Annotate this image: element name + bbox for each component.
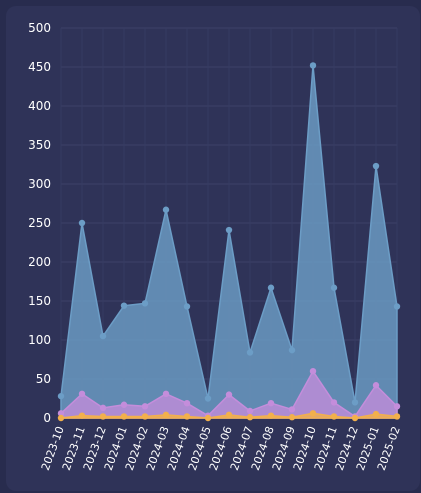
- y-tick-label: 350: [28, 138, 51, 152]
- data-point[interactable]: [246, 407, 254, 415]
- data-point[interactable]: [393, 413, 401, 420]
- data-point[interactable]: [99, 332, 107, 340]
- data-point[interactable]: [120, 413, 128, 420]
- data-point[interactable]: [246, 414, 254, 421]
- data-point[interactable]: [393, 403, 401, 410]
- data-point[interactable]: [246, 349, 254, 356]
- data-point[interactable]: [309, 410, 317, 417]
- data-point[interactable]: [393, 303, 401, 310]
- y-tick-label: 450: [28, 60, 51, 74]
- data-point[interactable]: [99, 413, 107, 420]
- data-point[interactable]: [309, 368, 317, 375]
- data-point[interactable]: [225, 226, 233, 234]
- data-point[interactable]: [141, 413, 149, 420]
- data-point[interactable]: [372, 162, 380, 170]
- y-tick-label: 250: [28, 216, 51, 230]
- data-point[interactable]: [351, 414, 359, 422]
- series-area-0: [60, 65, 398, 419]
- data-point[interactable]: [288, 346, 296, 354]
- data-point[interactable]: [162, 390, 170, 398]
- y-tick-label: 0: [43, 411, 51, 425]
- data-point[interactable]: [57, 410, 65, 417]
- data-point[interactable]: [267, 412, 275, 419]
- data-point[interactable]: [204, 414, 212, 422]
- data-point[interactable]: [162, 411, 170, 419]
- data-point[interactable]: [120, 302, 128, 309]
- data-point[interactable]: [183, 413, 191, 420]
- series-points: [57, 62, 401, 422]
- data-point[interactable]: [78, 412, 86, 419]
- x-axis-ticks: 2023-102023-112023-122024-012024-022024-…: [39, 425, 403, 473]
- data-point[interactable]: [288, 406, 296, 413]
- data-point[interactable]: [78, 219, 86, 227]
- y-tick-label: 200: [28, 255, 51, 269]
- data-point[interactable]: [309, 62, 317, 69]
- y-tick-label: 50: [36, 372, 51, 386]
- data-point[interactable]: [351, 399, 359, 406]
- data-point[interactable]: [141, 300, 149, 307]
- data-point[interactable]: [267, 284, 275, 291]
- y-tick-label: 500: [28, 21, 51, 35]
- data-point[interactable]: [372, 382, 380, 389]
- data-point[interactable]: [183, 303, 191, 310]
- y-tick-label: 100: [28, 333, 51, 347]
- data-point[interactable]: [78, 390, 86, 398]
- data-point[interactable]: [225, 391, 233, 398]
- data-point[interactable]: [141, 403, 149, 410]
- y-tick-label: 300: [28, 177, 51, 191]
- y-axis-ticks: 0 50 100 150 200 250 300 350 400 450 500: [28, 21, 51, 425]
- data-point[interactable]: [57, 414, 65, 422]
- data-point[interactable]: [372, 410, 380, 418]
- y-tick-label: 400: [28, 99, 51, 113]
- data-point[interactable]: [99, 404, 107, 412]
- data-point[interactable]: [57, 392, 65, 400]
- data-point[interactable]: [288, 414, 296, 421]
- data-point[interactable]: [225, 411, 233, 419]
- data-point[interactable]: [330, 399, 338, 406]
- data-point[interactable]: [183, 399, 191, 407]
- data-point[interactable]: [162, 206, 170, 213]
- data-point[interactable]: [204, 395, 212, 402]
- data-point[interactable]: [267, 399, 275, 407]
- data-point[interactable]: [330, 284, 338, 291]
- data-point[interactable]: [120, 401, 128, 408]
- y-tick-label: 150: [28, 294, 51, 308]
- data-point[interactable]: [330, 413, 338, 420]
